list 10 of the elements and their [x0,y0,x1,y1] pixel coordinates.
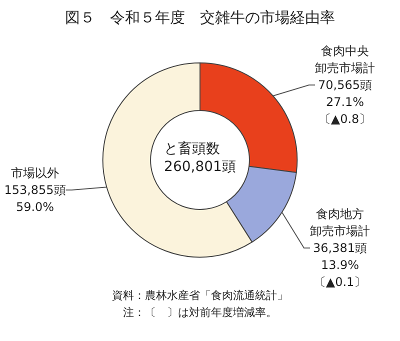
text: と畜頭数 260,801頭 [164,140,236,175]
slice-label: 食肉地方卸売市場計 [310,207,370,238]
text: 資料：農林水産省「食肉流通統計」 [112,289,288,302]
text: 注：〔 〕は対前年度増減率。 [123,306,277,319]
slice-label: 市場以外 [11,166,59,180]
data-label: 153,855頭 59.0% [4,183,66,214]
chart-title: 図５ 令和５年度 交雑牛の市場経由率 [65,8,335,26]
data-label: 70,565頭 27.1% 〔▲0.8〕 [318,78,372,126]
slice-label: 食肉中央卸売市場計 [315,44,375,75]
data-label: 36,381頭 13.9% 〔▲0.1〕 [313,241,367,289]
